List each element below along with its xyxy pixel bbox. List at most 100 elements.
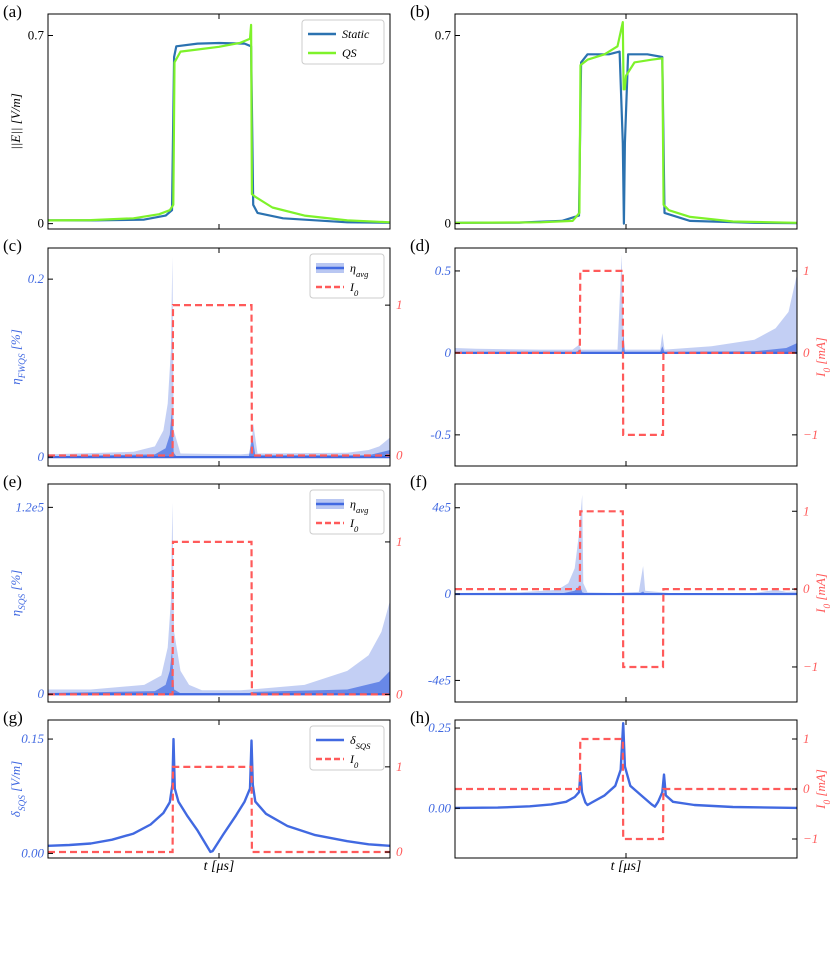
y-right-tick-label: 0 [803, 345, 810, 360]
y-tick-label: -0.5 [430, 427, 451, 442]
y-tick-label: 0 [38, 449, 45, 464]
current-i0-line [48, 765, 390, 854]
legend-label: ηavg [350, 497, 369, 515]
y-tick-label: -4e5 [428, 672, 452, 687]
legend-box [309, 253, 385, 299]
y-right-tick-label: 0 [396, 447, 403, 462]
plot-area [48, 23, 390, 224]
y-right-tick-label: 1 [396, 297, 403, 312]
y-tick-label: 0.00 [428, 800, 451, 815]
y-tick-label: 0 [445, 216, 452, 231]
current-i0-line [455, 737, 797, 841]
y-tick-label: 0 [38, 686, 45, 701]
y-right-axis-label: I0 [mA] [813, 573, 830, 614]
y-tick-label: 0 [38, 216, 45, 231]
y-axis-label: ||E|| [V/m] [8, 93, 23, 150]
eta-band [455, 494, 797, 595]
y-tick-label: 0.00 [21, 845, 44, 860]
plot-area [48, 256, 390, 459]
eta-band [455, 254, 797, 353]
plot-area [48, 502, 390, 696]
current-i0-line [455, 269, 797, 436]
y-right-tick-label: 1 [803, 731, 810, 746]
eta-avg-fill [48, 408, 390, 458]
y-right-tick-label: 0 [803, 581, 810, 596]
y-right-tick-label: 0 [803, 781, 810, 796]
legend-box [309, 489, 385, 535]
y-axis-label: ηFWQS [%] [8, 329, 28, 385]
panel-label: (b) [410, 2, 430, 21]
y-axis-label: ηSQS [%] [8, 570, 28, 617]
y-right-tick-label: −1 [803, 659, 818, 674]
eta-avg-fill [455, 333, 797, 353]
panel-d: -0.5 0 0.5 −1 0 1 (d) I0 [mA] [410, 236, 830, 467]
panel-label: (e) [3, 472, 22, 491]
eta-band [48, 502, 390, 695]
plot-area [455, 254, 797, 436]
plot-area [455, 722, 797, 841]
panel-h: 0.00 0.25 −1 0 1 (h) I0 [mA] [410, 708, 830, 859]
legend-box [309, 725, 385, 771]
series-qs-line [455, 21, 797, 224]
y-right-tick-label: 0 [396, 844, 403, 859]
series-qs-line [48, 23, 390, 224]
panel-label: (c) [3, 236, 22, 255]
plot-area [48, 737, 390, 854]
y-right-tick-label: −1 [803, 831, 818, 846]
panel-label: (d) [410, 236, 430, 255]
y-tick-label: 0.25 [428, 720, 451, 735]
y-tick-label: 0.15 [21, 731, 44, 746]
plot-area [455, 21, 797, 225]
legend-label: I0 [349, 280, 359, 298]
series-static-line [48, 41, 390, 224]
y-tick-label: 4e5 [432, 500, 451, 515]
y-tick-label: 0.2 [28, 271, 45, 286]
panel-label: (a) [3, 2, 22, 21]
y-tick-label: 1.2e5 [15, 499, 44, 514]
legend: Static QS [301, 19, 385, 65]
panel-f: -4e5 0 4e5 −1 0 1 (f) I0 [mA] [410, 472, 830, 703]
y-right-tick-label: 0 [396, 686, 403, 701]
y-right-axis-label: I0 [mA] [813, 769, 830, 810]
plot-area [455, 494, 797, 669]
eta-avg-fill [48, 650, 390, 695]
delta-sqs-line [455, 722, 797, 810]
y-right-tick-label: 1 [396, 759, 403, 774]
legend-label: ηavg [350, 261, 369, 279]
y-tick-label: 0.5 [435, 263, 452, 278]
x-axis-label-left: t [μs] [204, 859, 235, 874]
y-right-tick-label: 1 [396, 534, 403, 549]
y-right-axis-label: I0 [mA] [813, 337, 830, 378]
y-axis-label: δSQS [V/m] [8, 761, 28, 817]
y-tick-label: 0.7 [28, 28, 45, 43]
plot-frame [454, 247, 798, 467]
y-right-tick-label: 1 [803, 263, 810, 278]
legend-label: I0 [349, 752, 359, 770]
panel-label: (g) [3, 708, 23, 727]
y-right-tick-label: 1 [803, 503, 810, 518]
y-tick-label: 0 [445, 345, 452, 360]
panel-b: 0 0.7 (b) [410, 2, 798, 231]
x-axis-label-right: t [μs] [611, 859, 642, 874]
legend-label: δSQS [350, 733, 371, 751]
panel-label: (h) [410, 708, 430, 727]
legend-label: Static [342, 27, 370, 41]
current-i0-line [48, 540, 390, 696]
y-tick-label: 0.7 [435, 28, 452, 43]
delta-sqs-line [48, 737, 390, 854]
current-i0-line [48, 304, 390, 457]
current-i0-line [455, 510, 797, 669]
y-tick-label: 0 [445, 586, 452, 601]
y-right-tick-label: −1 [803, 427, 818, 442]
legend-label: I0 [349, 516, 359, 534]
panel-label: (f) [410, 472, 427, 491]
panel-a: 0 0.7 (a) ||E|| [V/m] Static QS [3, 2, 391, 231]
legend-label: QS [342, 46, 357, 60]
